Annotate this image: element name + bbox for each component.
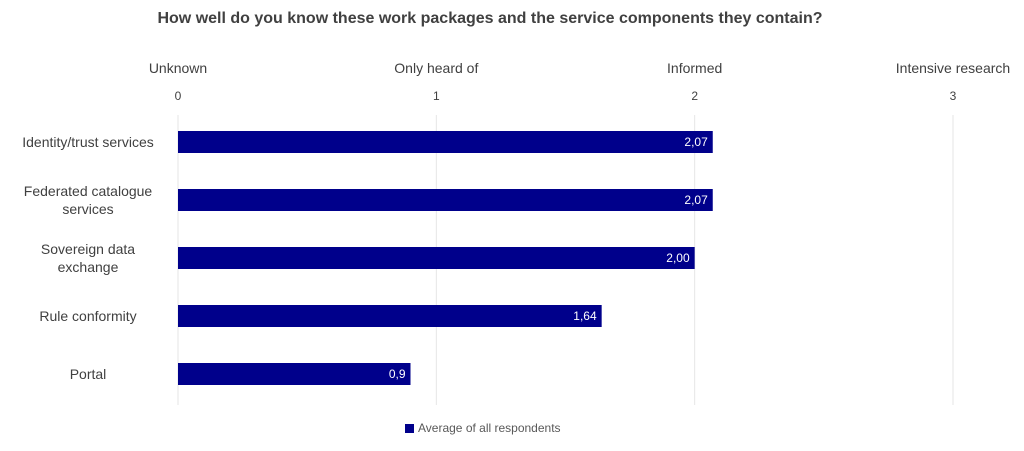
bar bbox=[178, 131, 713, 153]
legend-label: Average of all respondents bbox=[418, 421, 561, 435]
data-label: 2,07 bbox=[684, 135, 708, 149]
data-label: 2,07 bbox=[684, 193, 708, 207]
bar bbox=[178, 363, 411, 385]
scale-label: Informed bbox=[667, 60, 722, 76]
x-tick-label: 3 bbox=[950, 89, 957, 103]
bar bbox=[178, 305, 602, 327]
category-label: Federated catalogue services bbox=[24, 183, 153, 217]
chart-title: How well do you know these work packages… bbox=[157, 10, 822, 27]
bar bbox=[178, 247, 695, 269]
x-tick-label: 2 bbox=[691, 89, 698, 103]
data-label: 1,64 bbox=[573, 309, 597, 323]
scale-label: Unknown bbox=[149, 60, 207, 76]
x-tick-label: 0 bbox=[175, 89, 182, 103]
category-label: Portal bbox=[70, 366, 107, 382]
legend: Average of all respondents bbox=[405, 421, 561, 435]
scale-label: Intensive research bbox=[896, 60, 1010, 76]
data-label: 2,00 bbox=[666, 251, 690, 265]
legend-swatch bbox=[405, 424, 414, 433]
category-label: Sovereign data exchange bbox=[41, 241, 135, 275]
data-label: 0,9 bbox=[389, 367, 406, 381]
scale-label: Only heard of bbox=[394, 60, 478, 76]
x-tick-label: 1 bbox=[433, 89, 440, 103]
bar bbox=[178, 189, 713, 211]
category-label: Rule conformity bbox=[39, 308, 136, 324]
category-label: Identity/trust services bbox=[22, 134, 154, 150]
